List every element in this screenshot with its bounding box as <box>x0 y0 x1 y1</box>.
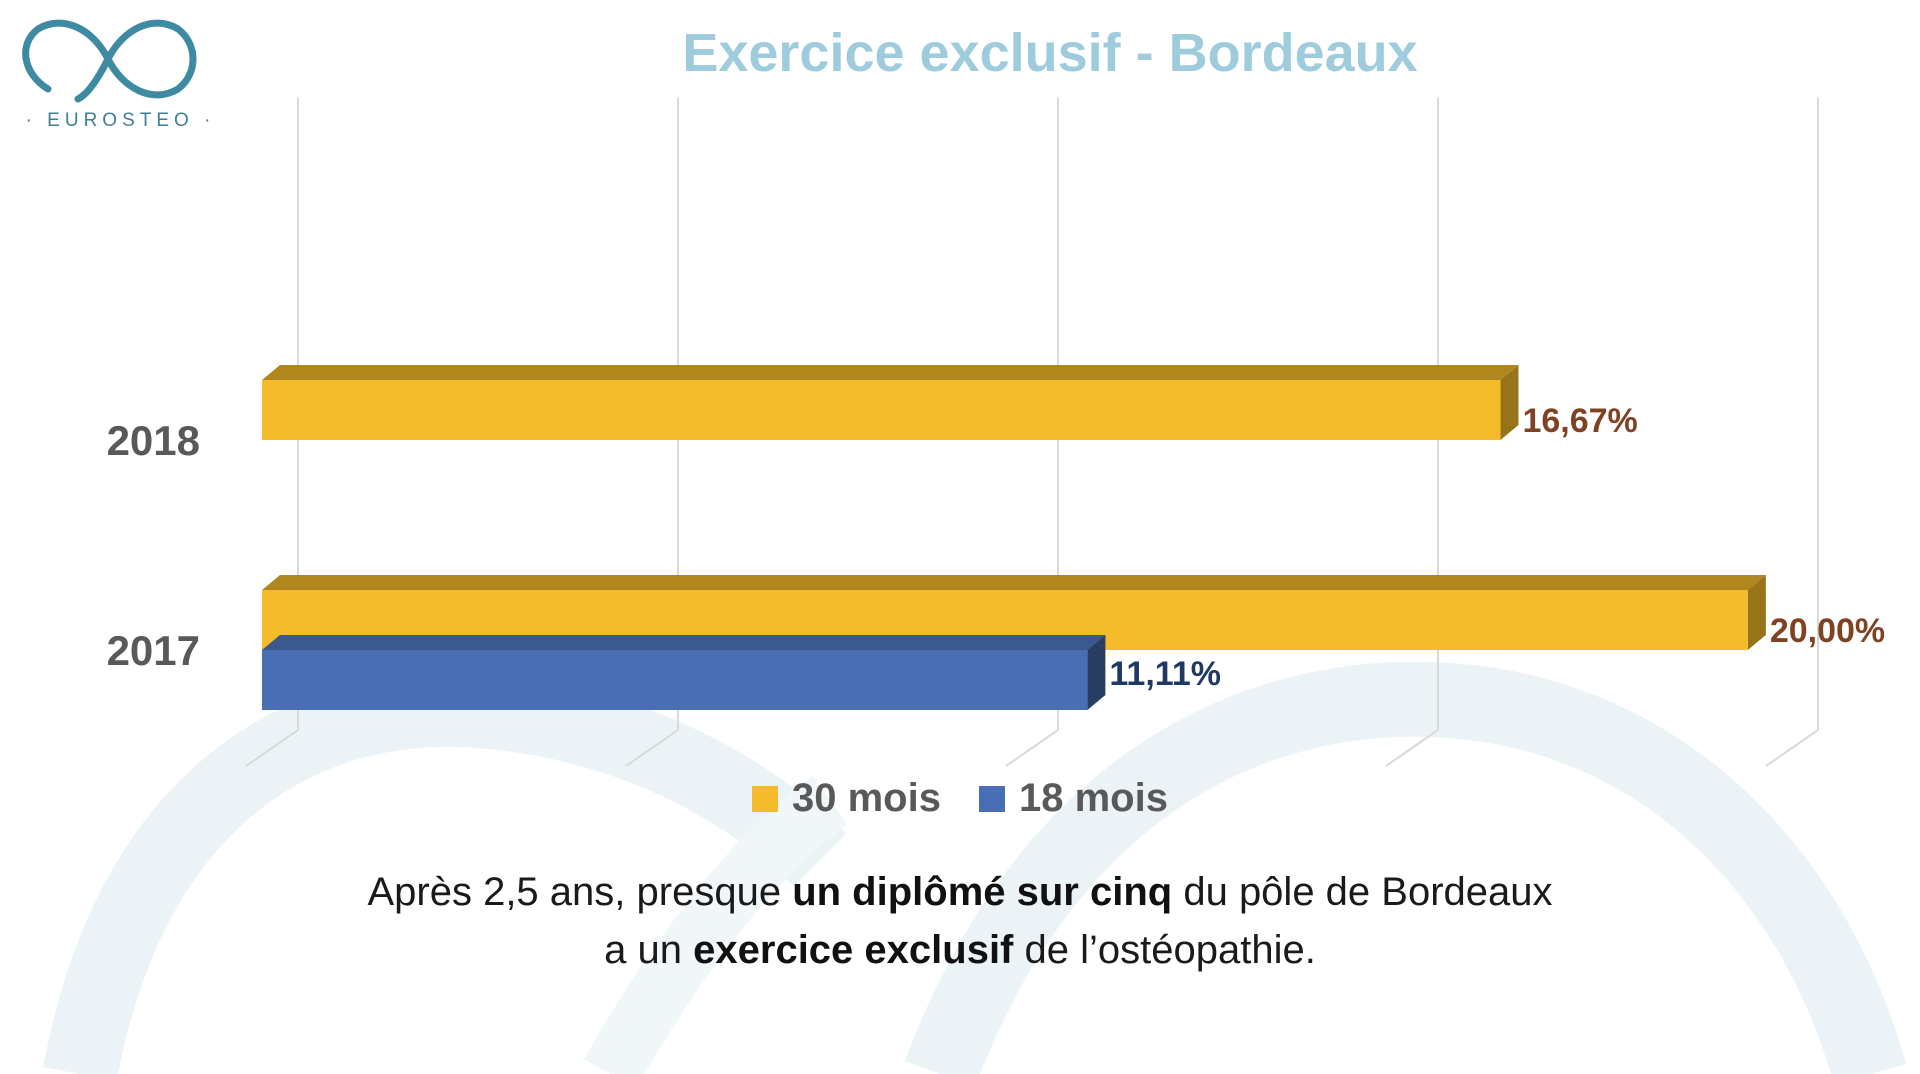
eurosteo-logo: · EUROSTEO · <box>18 14 210 131</box>
caption-1-after: du pôle de Bordeaux <box>1172 870 1553 914</box>
legend-label-18-mois: 18 mois <box>1018 776 1168 820</box>
gridline-floor <box>1765 729 1819 767</box>
gridline-floor <box>625 729 679 767</box>
bar-18-mois-2017 <box>262 650 1088 710</box>
gridline-floor <box>1005 729 1059 767</box>
legend-label-30-mois: 30 mois <box>792 776 941 820</box>
data-label-30-mois-2017: 20,00% <box>1770 612 1885 650</box>
legend-item-30-mois: 30 mois <box>752 776 941 821</box>
bar-side-30-mois-2018 <box>1500 365 1519 440</box>
bar-top-18-mois-2017 <box>262 635 1106 650</box>
infinity-logo-icon <box>22 19 197 103</box>
legend-item-18-mois: 18 mois <box>978 776 1168 821</box>
bar-30-mois-2018 <box>262 380 1501 440</box>
bar-side-18-mois-2017 <box>1087 635 1106 710</box>
logo-text: · EUROSTEO · <box>25 110 216 131</box>
caption-1-before: Après 2,5 ans, presque <box>367 870 793 914</box>
legend-swatch-30-mois <box>752 785 778 812</box>
chart-legend: 30 mois 18 mois <box>752 776 1206 821</box>
chart-title: Exercice exclusif - Bordeaux <box>682 23 1418 83</box>
caption-1-bold: un diplômé sur cinq <box>792 870 1173 914</box>
data-label-30-mois-2018: 16,67% <box>1522 402 1637 440</box>
category-label-2017: 2017 <box>107 627 200 674</box>
caption-line-2: a un exercice exclusif de l’ostéopathie. <box>0 920 1920 980</box>
bar-top-30-mois-2017 <box>262 575 1766 590</box>
caption-2-bold: exercice exclusif <box>693 928 1014 972</box>
caption-2-before: a un <box>604 928 694 972</box>
gridline-floor <box>1385 729 1439 767</box>
caption-line-1: Après 2,5 ans, presque un diplômé sur ci… <box>0 862 1920 922</box>
bar-side-30-mois-2017 <box>1747 575 1766 650</box>
legend-swatch-18-mois <box>978 785 1005 812</box>
bar-top-30-mois-2018 <box>262 365 1519 380</box>
category-label-2018: 2018 <box>107 417 200 464</box>
data-label-18-mois-2017: 11,11% <box>1109 655 1221 693</box>
caption-2-after: de l’ostéopathie. <box>1013 928 1316 972</box>
gridline-floor <box>245 729 299 767</box>
